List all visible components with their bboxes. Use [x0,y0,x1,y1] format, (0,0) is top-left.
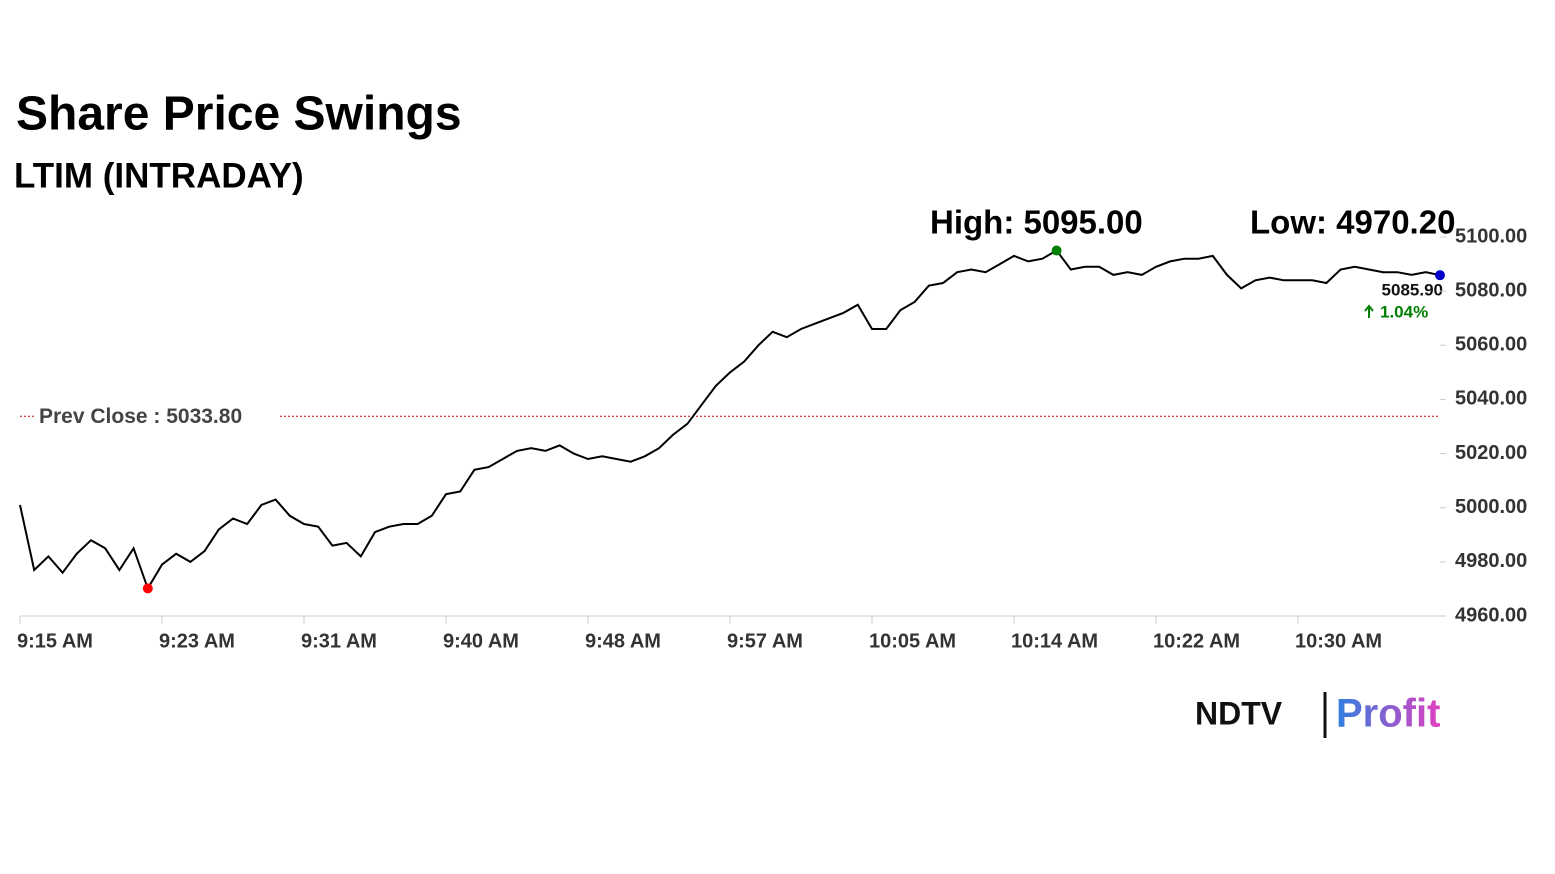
price-line [19,249,1441,591]
x-tick-label: 10:14 AM [1011,630,1098,652]
x-tick-label: 10:22 AM [1153,630,1240,652]
high-label: High: 5095.00 [930,204,1143,241]
prev-close-label: Prev Close : 5033.80 [39,405,242,428]
chart-title: Share Price Swings [16,88,462,141]
y-tick-label: 5040.00 [1455,388,1527,410]
y-tick-label: 5100.00 [1455,225,1527,247]
y-tick-label: 5080.00 [1455,279,1527,301]
y-tick-label: 4980.00 [1455,550,1527,572]
x-tick-label: 9:23 AM [159,630,235,652]
y-tick-label: 5020.00 [1455,442,1527,464]
x-tick-label: 9:48 AM [585,630,661,652]
low-label: Low: 4970.20 [1250,204,1455,241]
last-dot [1435,270,1445,281]
logo-ndtv: NDTV [1195,695,1283,731]
low-dot [142,583,153,594]
prev-close-bg [34,403,278,430]
x-tick-label: 9:40 AM [443,630,519,652]
logo-profit: Profit [1336,692,1440,736]
x-tick-label: 9:15 AM [17,630,93,652]
high-dot [1051,245,1062,256]
y-tick-label: 5060.00 [1455,334,1527,356]
x-tick-label: 10:05 AM [869,630,956,652]
x-tick-label: 9:57 AM [727,630,803,652]
y-tick-label: 4960.00 [1455,604,1527,626]
change: 1.04% [1380,302,1428,321]
x-tick-label: 9:31 AM [301,630,377,652]
chart-subtitle: LTIM (INTRADAY) [14,156,304,195]
up-arrow [1364,304,1374,318]
x-tick-label: 10:30 AM [1295,630,1382,652]
last-price: 5085.90 [1382,280,1443,299]
y-tick-label: 5000.00 [1455,496,1527,518]
